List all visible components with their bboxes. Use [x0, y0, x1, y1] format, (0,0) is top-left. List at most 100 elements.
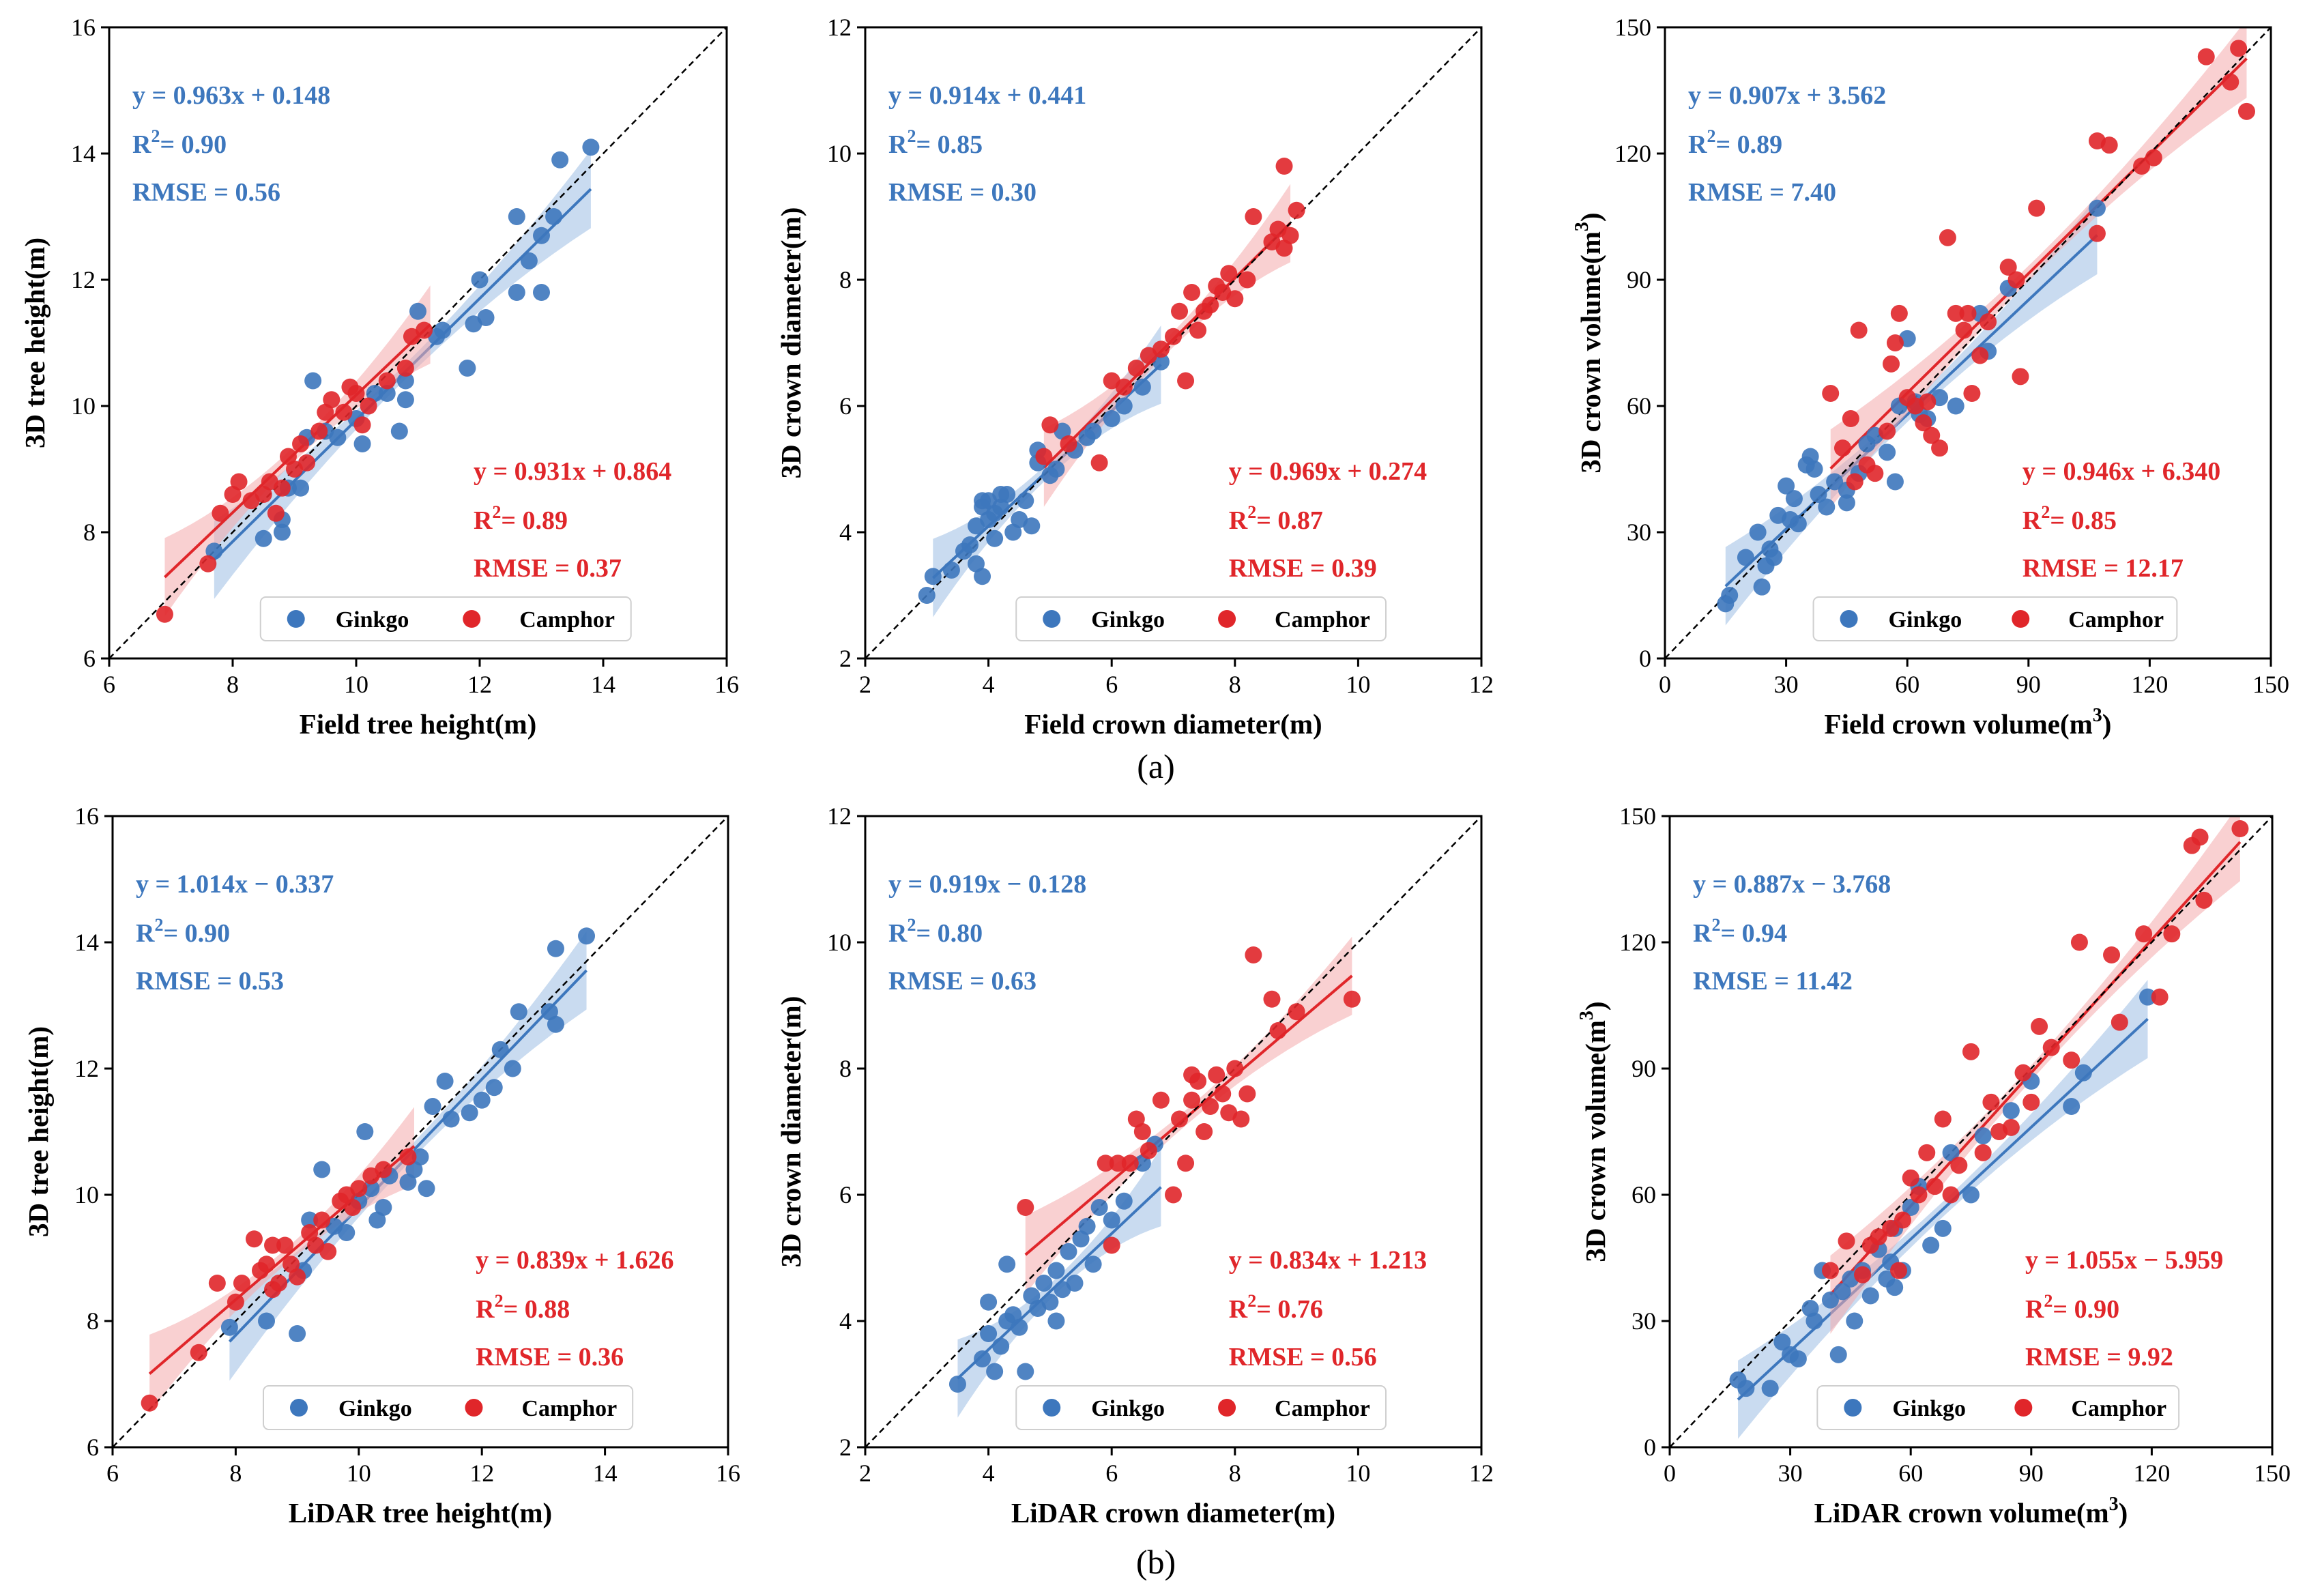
- x-tick-label: 8: [1229, 1460, 1241, 1487]
- ginkgo-point: [1017, 1363, 1034, 1380]
- plot-area: [109, 27, 727, 658]
- camphor-point: [2111, 1013, 2128, 1031]
- camphor-point: [230, 473, 248, 491]
- y-tick-label: 6: [83, 645, 96, 672]
- ginkgo-point: [1103, 1211, 1120, 1229]
- camphor-point: [1923, 426, 1941, 444]
- ginkgo-point: [1004, 523, 1022, 541]
- camphor-point: [1974, 1144, 1992, 1161]
- ginkgo-rmse: RMSE = 11.42: [1693, 967, 1853, 996]
- camphor-point: [1171, 1110, 1189, 1128]
- camphor-point: [1343, 990, 1361, 1008]
- camphor-point: [1962, 1043, 1980, 1060]
- ginkgo-point: [366, 385, 383, 402]
- x-tick-label: 14: [593, 1460, 618, 1487]
- ginkgo-point: [418, 1180, 435, 1198]
- scatter-panel-5: 2 4 6 8 10 12 2 4 6 8 10 12 LiDAR crown diameter(m) 3…: [775, 802, 1494, 1528]
- camphor-point: [1288, 201, 1305, 219]
- camphor-point: [375, 1161, 392, 1178]
- ginkgo-point: [356, 1123, 374, 1140]
- ginkgo-point: [510, 1003, 527, 1021]
- ginkgo-rmse: RMSE = 0.30: [888, 178, 1036, 207]
- ginkgo-regression-stats: y = 0.963x + 0.148 R2= 0.90 RMSE = 0.56: [132, 81, 330, 207]
- ginkgo-point: [1090, 1199, 1108, 1216]
- camphor-point: [399, 1148, 417, 1165]
- x-tick-label: 150: [2252, 671, 2289, 698]
- camphor-point: [258, 1256, 275, 1273]
- ginkgo-point: [289, 1325, 306, 1342]
- ginkgo-point: [547, 1015, 564, 1033]
- ginkgo-rmse: RMSE = 0.63: [888, 967, 1036, 996]
- camphor-point: [1982, 1093, 2000, 1111]
- x-tick-label: 30: [1778, 1460, 1803, 1487]
- ginkgo-point: [1115, 397, 1133, 415]
- y-tick-label: 90: [1632, 1055, 1656, 1082]
- ginkgo-point: [273, 523, 291, 541]
- ginkgo-point: [362, 1180, 380, 1198]
- axes-frame: [1664, 26, 2272, 660]
- x-tick-label: 90: [2016, 671, 2041, 698]
- x-axis-label: LiDAR crown volume(m3): [1814, 1494, 2128, 1528]
- y-tick-label: 16: [71, 14, 96, 41]
- legend-camphor-label: Camphor: [519, 607, 615, 633]
- ginkgo-point: [1886, 473, 1904, 491]
- ginkgo-point: [1934, 1219, 1952, 1237]
- camphor-point: [1842, 410, 1859, 427]
- camphor-point: [1890, 304, 1908, 322]
- ginkgo-point: [1818, 498, 1836, 516]
- camphor-point: [1918, 1144, 1936, 1161]
- legend: Ginkgo Camphor: [1812, 596, 2178, 641]
- camphor-point: [1934, 1110, 1952, 1128]
- ginkgo-point: [399, 1174, 417, 1191]
- camphor-point: [2135, 925, 2153, 943]
- x-tick-label: 150: [2254, 1460, 2291, 1487]
- camphor-point: [1165, 328, 1182, 345]
- camphor-point: [1017, 1199, 1034, 1216]
- y-tick-label: 8: [87, 1307, 99, 1335]
- legend-ginkgo-marker: [287, 610, 305, 628]
- camphor-point: [1275, 240, 1293, 257]
- ginkgo-equation: y = 0.887x − 3.768: [1693, 870, 1891, 899]
- camphor-point: [227, 1293, 244, 1311]
- ginkgo-point: [459, 360, 476, 377]
- ginkgo-equation: y = 1.014x − 0.337: [136, 870, 334, 899]
- x-tick-label: 4: [983, 1460, 995, 1487]
- camphor-point: [2237, 102, 2255, 120]
- legend: Ginkgo Camphor: [1015, 1385, 1387, 1430]
- legend-camphor-marker: [1218, 1399, 1236, 1417]
- ginkgo-point: [2063, 1098, 2080, 1115]
- x-tick-label: 12: [1469, 1460, 1494, 1487]
- camphor-point: [353, 416, 371, 434]
- ginkgo-point: [1041, 1293, 1059, 1311]
- camphor-point: [1127, 1110, 1145, 1128]
- legend-camphor-label: Camphor: [1275, 607, 1370, 633]
- camphor-point: [2063, 1051, 2080, 1069]
- ginkgo-point: [986, 529, 1004, 547]
- x-axis-label: Field crown volume(m3): [1825, 705, 2112, 740]
- ginkgo-point: [992, 1337, 1010, 1355]
- camphor-point: [199, 555, 217, 572]
- x-tick-label: 10: [1346, 1460, 1370, 1487]
- ginkgo-rmse: RMSE = 0.53: [136, 967, 284, 996]
- ginkgo-point: [578, 927, 596, 945]
- legend: Ginkgo Camphor: [1816, 1385, 2180, 1430]
- ginkgo-point: [1035, 1275, 1053, 1292]
- camphor-point: [190, 1344, 207, 1361]
- camphor-point: [1269, 1022, 1287, 1039]
- ginkgo-point: [520, 252, 538, 270]
- ginkgo-point: [504, 1060, 521, 1077]
- ginkgo-point: [301, 1211, 319, 1229]
- plot-area: [865, 816, 1481, 1447]
- camphor-point: [292, 435, 310, 452]
- ginkgo-point: [1103, 410, 1120, 427]
- x-tick-label: 6: [1105, 1460, 1118, 1487]
- x-tick-label: 30: [1774, 671, 1799, 698]
- ginkgo-point: [1133, 1155, 1151, 1172]
- ginkgo-point: [1789, 515, 1807, 533]
- legend-camphor-label: Camphor: [521, 1396, 617, 1421]
- ginkgo-point: [986, 1363, 1004, 1380]
- camphor-point: [378, 372, 396, 390]
- camphor-point: [224, 486, 242, 503]
- camphor-point: [208, 1275, 226, 1292]
